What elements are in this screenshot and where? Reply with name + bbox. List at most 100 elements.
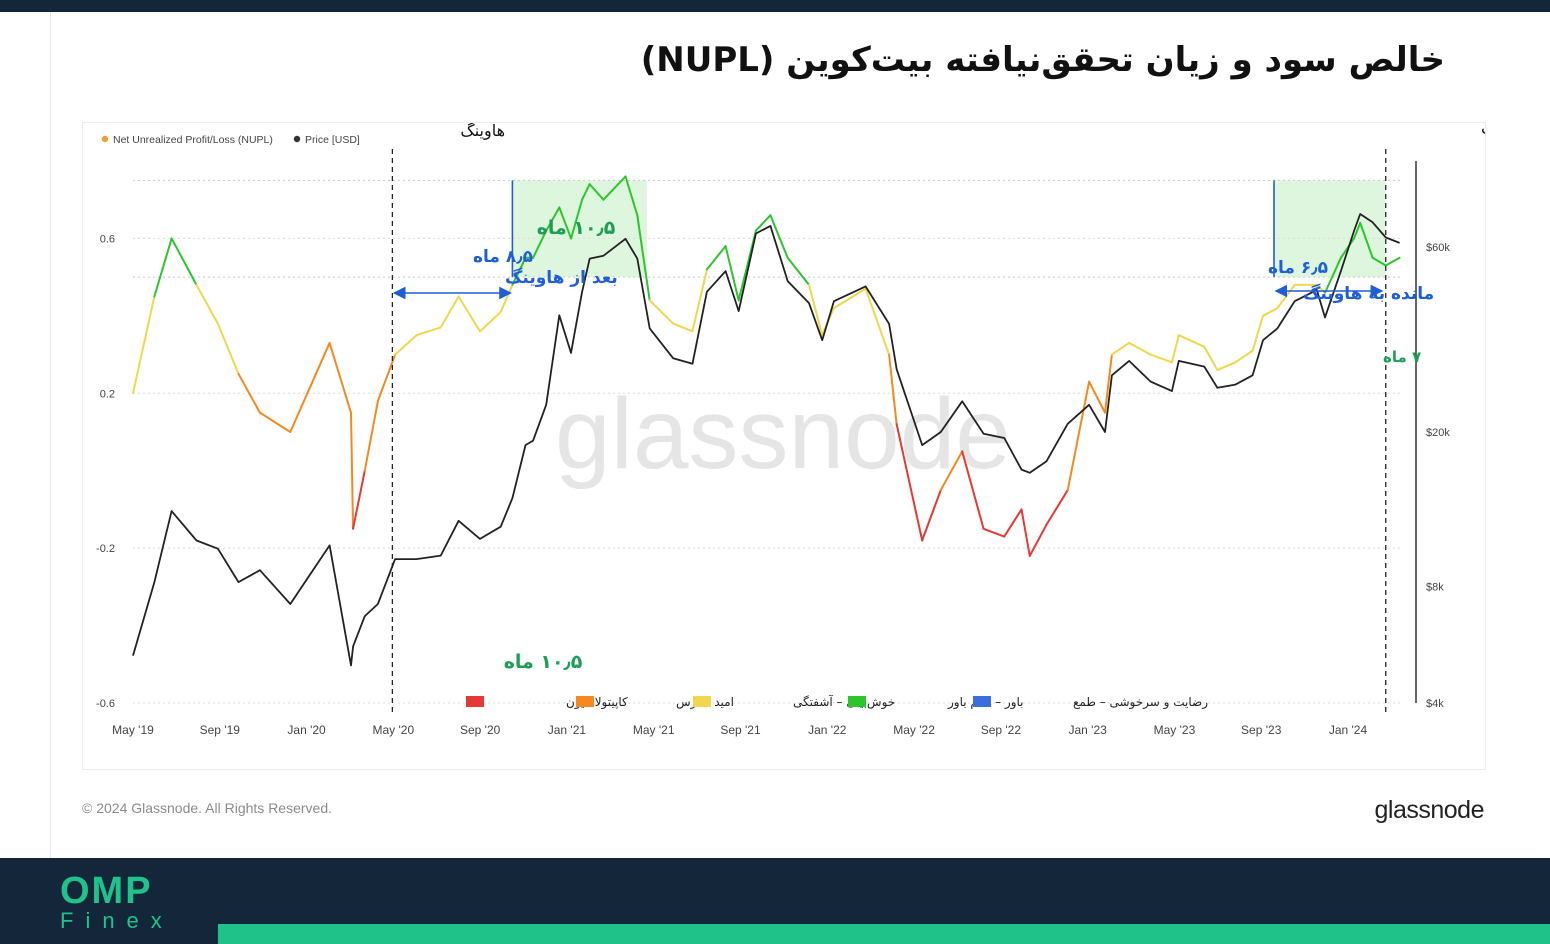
annotation-before-text: مانده به هاوینگ xyxy=(1303,283,1434,304)
x-tick-label: May '22 xyxy=(893,723,935,737)
nupl-segment xyxy=(363,400,379,472)
zone-legend-label: خوش‌بینی – آشفتگی xyxy=(793,694,895,710)
nupl-segment xyxy=(895,423,924,542)
nupl-segment xyxy=(602,175,627,201)
nupl-segment xyxy=(754,214,772,232)
annotation-bottom-2021: ۱۰٫۵ ماه xyxy=(504,651,583,673)
annotation-duration-2021: ۱۰٫۵ ماه xyxy=(537,217,616,239)
left-tick-label: 0.6 xyxy=(100,233,115,245)
nupl-segment xyxy=(328,341,352,414)
watermark: glassnode xyxy=(555,378,1011,490)
nupl-segment xyxy=(786,256,811,286)
nupl-segment xyxy=(1371,256,1387,267)
nupl-segment xyxy=(457,295,481,333)
nupl-segment xyxy=(832,287,867,310)
page-title: خالص سود و زیان تحقق‌نیافته بیت‌کوین (NU… xyxy=(640,40,1445,80)
nupl-segment xyxy=(1353,221,1362,240)
nupl-segment xyxy=(648,299,675,325)
zone-legend-label: کاپیتولاسیون xyxy=(566,695,628,710)
nupl-segment xyxy=(216,322,240,375)
nupl-segment xyxy=(636,214,651,302)
nupl-segment xyxy=(1149,353,1173,364)
nupl-segment xyxy=(624,175,639,217)
nupl-segment xyxy=(691,268,708,333)
nupl-segment xyxy=(170,237,198,286)
nupl-segment xyxy=(1110,341,1131,356)
zone-legend-swatch xyxy=(693,696,711,707)
left-divider xyxy=(50,12,51,858)
zone-legend-swatch xyxy=(973,696,991,707)
nupl-segment xyxy=(808,283,824,337)
right-tick-label: $60k xyxy=(1426,242,1450,254)
nupl-chart: glassnode 0.6 0.2 -0.2 -0.6 $60k $20k $8k $4k May… xyxy=(96,123,1485,737)
zone-legend-swatch xyxy=(848,696,866,707)
x-tick-label: Jan '23 xyxy=(1068,723,1107,737)
nupl-segment xyxy=(132,295,156,395)
highlight-zone-2 xyxy=(1273,180,1386,278)
nupl-segment xyxy=(478,310,502,333)
nupl-segment xyxy=(1384,256,1401,267)
footer-accent-stripe xyxy=(218,924,1550,944)
nupl-segment xyxy=(1216,361,1237,372)
nupl-segment xyxy=(153,237,173,298)
zone-legend-swatch xyxy=(466,696,484,707)
x-tick-label: Sep '21 xyxy=(720,723,761,737)
nupl-segment xyxy=(581,183,591,201)
right-tick-label: $20k xyxy=(1426,427,1450,439)
legend-label-price: Price [USD] xyxy=(305,134,360,146)
nupl-segment xyxy=(499,283,514,313)
x-tick-label: Jan '21 xyxy=(548,723,587,737)
nupl-segment xyxy=(394,334,418,356)
nupl-segment xyxy=(1261,307,1279,317)
nupl-segment xyxy=(237,372,261,414)
nupl-series xyxy=(132,175,1401,557)
nupl-segment xyxy=(888,353,898,426)
nupl-segment xyxy=(939,450,964,492)
right-tick-label: $8k xyxy=(1426,581,1444,593)
legend-dot-nupl xyxy=(101,135,109,143)
nupl-segment xyxy=(961,450,985,530)
x-tick-label: Jan '22 xyxy=(808,723,847,737)
nupl-segment xyxy=(352,469,366,530)
glassnode-logo: glassnode xyxy=(1374,796,1485,824)
chart-card: glassnode 0.6 0.2 -0.2 -0.6 $60k $20k $8k $4k May… xyxy=(82,122,1486,770)
nupl-segment xyxy=(1003,508,1023,538)
nupl-segment xyxy=(1177,334,1206,348)
nupl-segment xyxy=(545,206,561,232)
nupl-segment xyxy=(1170,334,1180,364)
x-tick-label: May '20 xyxy=(373,723,415,737)
nupl-segment xyxy=(864,287,891,356)
nupl-segment xyxy=(1045,489,1069,526)
nupl-segment xyxy=(558,206,573,240)
halving-label-2: هاوینگ xyxy=(1481,123,1485,138)
annotation-before-months: ۶٫۵ ماه xyxy=(1268,258,1328,278)
left-tick-label: -0.6 xyxy=(96,698,115,710)
halving-label-1: هاوینگ xyxy=(460,123,505,141)
nupl-segment xyxy=(532,229,548,259)
right-tick-label: $4k xyxy=(1426,698,1444,710)
highlight-zone-1 xyxy=(512,180,647,278)
nupl-segment xyxy=(1103,353,1113,414)
nupl-segment xyxy=(705,245,727,271)
left-tick-label: 0.2 xyxy=(100,388,115,400)
nupl-segment xyxy=(376,353,397,403)
nupl-segment xyxy=(1251,314,1264,352)
nupl-segment xyxy=(982,527,1006,538)
x-tick-label: May '19 xyxy=(112,723,154,737)
nupl-segment xyxy=(672,322,694,333)
legend-dot-price xyxy=(293,135,301,143)
nupl-segment xyxy=(1203,345,1219,372)
price-series-line xyxy=(132,213,1400,667)
top-header-bar xyxy=(0,0,1550,12)
x-tick-label: May '21 xyxy=(633,723,675,737)
nupl-segment xyxy=(1234,349,1254,364)
x-tick-label: Sep '22 xyxy=(981,723,1022,737)
nupl-segment xyxy=(511,256,527,286)
nupl-segment xyxy=(588,183,605,201)
nupl-segment xyxy=(258,411,292,433)
nupl-segment xyxy=(1028,523,1048,557)
zone-legend-swatch xyxy=(576,696,594,707)
nupl-segment xyxy=(195,283,219,325)
nupl-segment xyxy=(1359,221,1374,259)
nupl-segment xyxy=(769,214,789,259)
